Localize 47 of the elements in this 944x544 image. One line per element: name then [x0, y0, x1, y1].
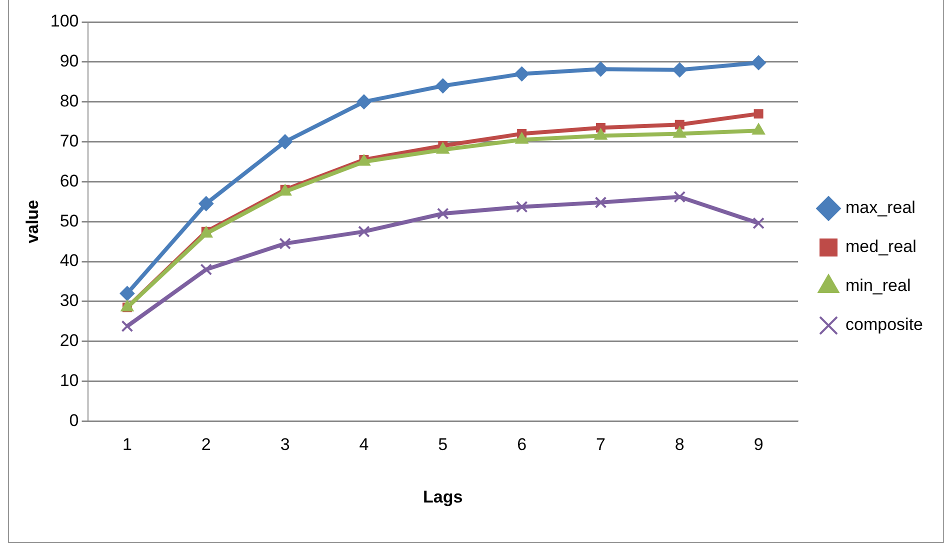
y-tick-label: 70 — [60, 131, 79, 150]
legend-label: med_real — [846, 237, 916, 256]
point — [358, 226, 370, 238]
y-tick-label: 30 — [60, 291, 79, 310]
y-tick-label: 100 — [50, 12, 79, 31]
y-tick-label: 50 — [60, 211, 79, 230]
x-tick-label: 1 — [122, 435, 132, 454]
legend-label: composite — [846, 315, 924, 334]
y-tick-label: 80 — [60, 92, 79, 111]
legend-label: min_real — [846, 276, 911, 296]
point — [198, 196, 214, 212]
legend-label: max_real — [846, 198, 916, 218]
x-tick-label: 5 — [438, 435, 448, 454]
point — [278, 134, 293, 150]
point — [593, 62, 608, 77]
point — [120, 286, 135, 301]
y-tick-label: 20 — [60, 331, 79, 350]
point — [674, 120, 684, 130]
x-tick-label: 9 — [754, 435, 764, 454]
point — [672, 62, 688, 78]
point — [200, 264, 212, 276]
point — [751, 55, 766, 70]
x-axis-title: Lags — [423, 487, 463, 506]
point — [121, 320, 134, 332]
point — [435, 78, 450, 94]
x-tick-label: 6 — [517, 435, 527, 454]
point — [514, 66, 530, 82]
point — [594, 196, 607, 208]
y-tick-label: 0 — [69, 410, 79, 430]
x-tick-label: 8 — [674, 435, 684, 454]
x-tick-label: 3 — [280, 435, 290, 454]
y-tick-label: 10 — [60, 370, 79, 390]
x-tick-label: 7 — [596, 435, 606, 454]
point — [356, 94, 372, 110]
point — [436, 208, 449, 220]
point — [674, 190, 686, 203]
x-tick-label: 4 — [359, 435, 369, 454]
point — [516, 200, 528, 213]
x-tick-label: 2 — [201, 435, 211, 454]
point — [754, 109, 764, 119]
point — [752, 123, 766, 135]
y-axis-title: value — [22, 200, 42, 244]
point — [279, 238, 292, 250]
y-tick-label: 90 — [60, 52, 79, 71]
point — [752, 217, 765, 230]
y-tick-label: 40 — [60, 251, 79, 270]
y-tick-label: 60 — [60, 171, 79, 190]
